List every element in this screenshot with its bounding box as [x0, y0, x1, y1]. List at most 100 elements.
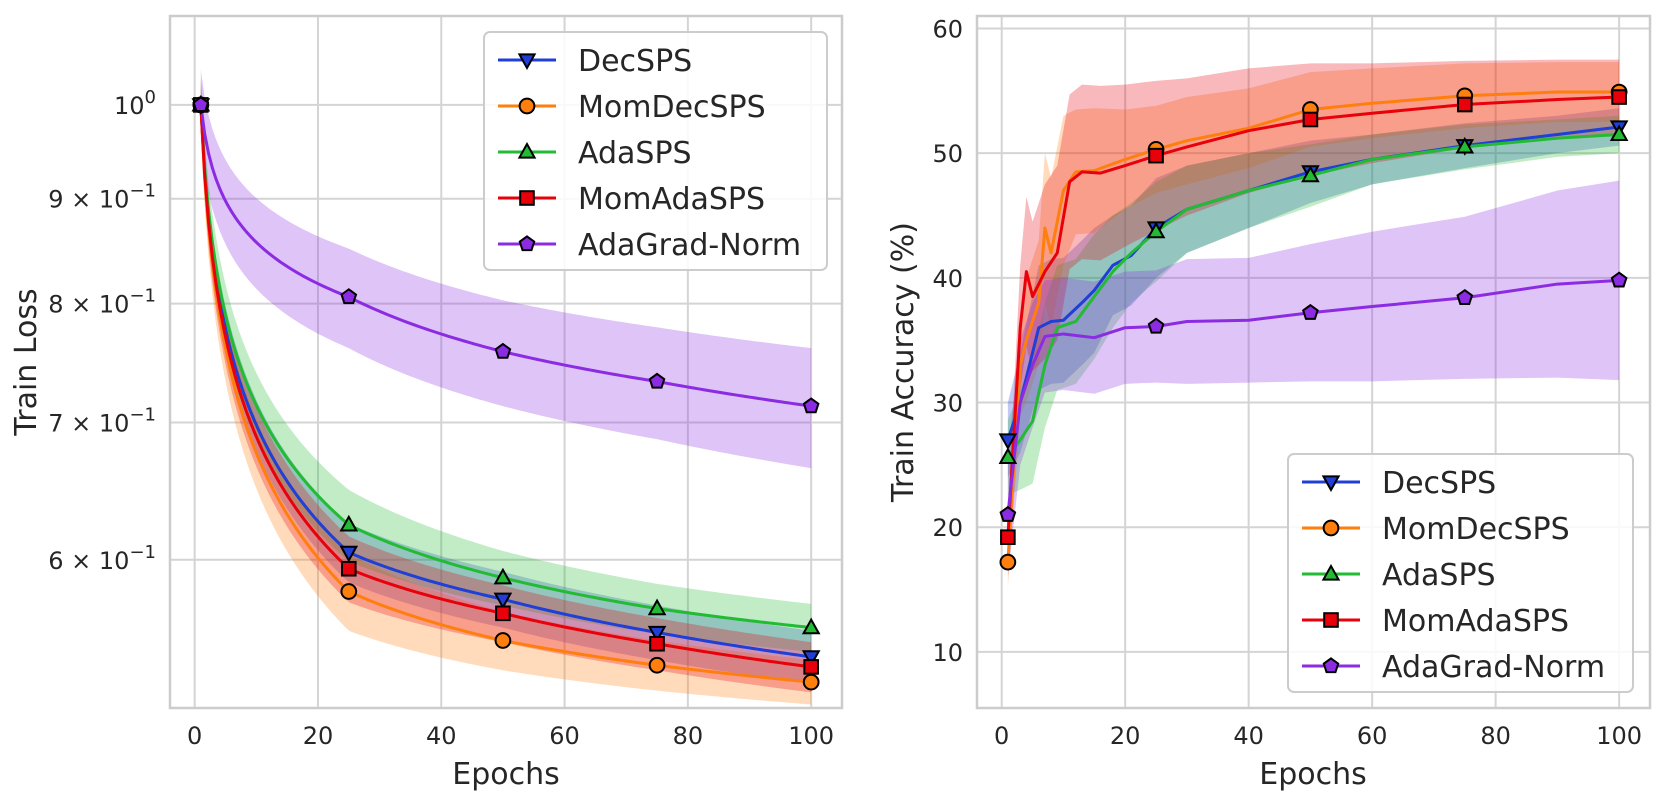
- right-legend-label-momdecsps: MomDecSPS: [1382, 512, 1570, 547]
- left-legend-label-momdecsps: MomDecSPS: [578, 90, 766, 125]
- right-x-tick-label: 20: [1110, 722, 1141, 750]
- right-x-tick-label: 80: [1480, 722, 1511, 750]
- left-marker-momadasps: [803, 659, 819, 675]
- right-confidence-bands: [1007, 59, 1620, 588]
- left-marker-adasps: [647, 598, 667, 616]
- left-marker-momadasps: [649, 635, 665, 652]
- left-x-tick-label: 40: [426, 722, 457, 750]
- right-legend-label-adagrad-norm: AdaGrad-Norm: [1382, 650, 1605, 685]
- left-x-tick-label: 20: [303, 722, 334, 750]
- left-band-momadasps: [200, 82, 812, 693]
- left-legend-marker-decsps: [517, 53, 537, 71]
- right-marker-adagrad-norm: [1610, 271, 1628, 288]
- right-marker-adasps: [1609, 124, 1629, 142]
- right-marker-adasps: [1455, 136, 1475, 154]
- left-legend-label-adagrad-norm: AdaGrad-Norm: [578, 228, 801, 263]
- left-legend-marker-adasps: [517, 141, 537, 159]
- right-legend-label-decsps: DecSPS: [1382, 466, 1496, 501]
- right-line-momadasps: [1006, 95, 1620, 538]
- right-band-momadasps: [1007, 59, 1620, 563]
- right-y-tick-label: 40: [932, 265, 963, 293]
- left-marker-decsps: [801, 650, 821, 667]
- left-y-tick-labels: 100 9 × 10−1 8 × 10−1 7 × 10−1 6 × 10−1: [48, 87, 156, 575]
- left-x-tick-label: 80: [673, 722, 704, 750]
- left-legend-label-momadasps: MomAdaSPS: [578, 182, 765, 217]
- right-marker-adagrad-norm: [1147, 317, 1165, 334]
- right-marker-adagrad-norm: [1456, 288, 1474, 305]
- left-y-tick-label: 9 × 10−1: [48, 181, 156, 214]
- left-marker-decsps: [339, 545, 359, 563]
- right-x-tick-label: 60: [1357, 722, 1388, 750]
- right-x-axis-label: Epochs: [1259, 757, 1367, 792]
- left-x-tick-label: 60: [549, 722, 580, 750]
- right-marker-momadasps: [1456, 96, 1473, 113]
- left-marker-momadasps: [340, 560, 357, 577]
- left-y-tick-label: 100: [114, 87, 156, 120]
- left-marker-decsps: [647, 625, 667, 643]
- left-band-adasps: [200, 78, 812, 652]
- right-marker-momdecsps: [999, 553, 1017, 571]
- right-y-axis-label: Train Accuracy (%): [886, 222, 921, 503]
- right-y-tick-label: 10: [932, 639, 963, 667]
- left-marker-momadasps: [495, 605, 511, 622]
- right-plot-frame: [975, 14, 1652, 710]
- right-marker-adasps: [1146, 221, 1166, 239]
- right-series-markers: [998, 83, 1629, 571]
- right-marker-momadasps: [1302, 111, 1319, 128]
- right-y-tick-label: 20: [932, 514, 963, 542]
- right-marker-adagrad-norm: [1302, 303, 1319, 320]
- left-y-tick-label: 8 × 10−1: [48, 286, 156, 319]
- right-y-tick-label: 60: [932, 15, 963, 43]
- right-legend-label-momadasps: MomAdaSPS: [1382, 604, 1569, 639]
- left-marker-adasps: [339, 514, 359, 532]
- right-legend-marker-adasps: [1321, 563, 1341, 581]
- right-band-adasps: [1007, 115, 1620, 495]
- left-x-tick-label: 100: [788, 722, 834, 750]
- left-plot-frame: [168, 14, 844, 710]
- left-legend: DecSPS MomDecSPS AdaSPS MomAdaSPS AdaGrad-No…: [483, 31, 828, 271]
- right-line-momdecsps: [1006, 90, 1620, 563]
- left-marker-momdecsps: [802, 673, 820, 691]
- right-y-tick-labels: 10 20 30 40 50 60: [932, 15, 963, 666]
- left-y-tick-label: 6 × 10−1: [48, 542, 156, 575]
- left-x-axis-label: Epochs: [452, 757, 560, 792]
- left-marker-momdecsps: [340, 583, 358, 600]
- right-marker-decsps: [998, 433, 1018, 450]
- right-x-tick-label: 40: [1233, 722, 1264, 750]
- left-legend-marker-momadasps: [519, 190, 535, 206]
- left-x-tick-label: 0: [187, 722, 202, 750]
- right-legend: DecSPS MomDecSPS AdaSPS MomAdaSPS AdaGrad-No…: [1287, 453, 1634, 693]
- right-marker-momadasps: [1148, 147, 1164, 164]
- right-marker-momadasps: [1000, 529, 1016, 545]
- left-legend-marker-momdecsps: [518, 97, 536, 115]
- left-marker-adagrad-norm: [192, 96, 210, 113]
- left-marker-adagrad-norm: [802, 397, 820, 414]
- left-legend-box: [483, 31, 828, 271]
- right-legend-marker-adagrad-norm: [1322, 657, 1340, 674]
- left-y-tick-label: 7 × 10−1: [48, 405, 156, 438]
- left-marker-adasps: [493, 567, 513, 585]
- left-band-adagrad-norm: [200, 69, 812, 469]
- right-marker-adagrad-norm: [999, 505, 1017, 522]
- left-marker-adagrad-norm: [494, 342, 512, 359]
- right-y-tick-label: 30: [932, 390, 963, 418]
- right-marker-adasps: [1301, 165, 1320, 183]
- right-marker-momadasps: [1611, 89, 1627, 105]
- left-marker-adagrad-norm: [340, 288, 358, 305]
- right-line-adasps: [1006, 132, 1620, 459]
- right-legend-label-adasps: AdaSPS: [1382, 558, 1496, 593]
- left-series-markers: [191, 94, 821, 691]
- right-x-tick-label: 100: [1596, 722, 1642, 750]
- right-band-decsps: [1007, 108, 1620, 478]
- right-legend-marker-decsps: [1321, 475, 1341, 493]
- left-legend-label-decsps: DecSPS: [578, 44, 692, 79]
- left-chart-panel: 0 20 40 60 80 100 100 9 × 10−1 8 × 10−1 7 × 10−1…: [9, 14, 844, 792]
- right-band-adagrad-norm: [1007, 180, 1620, 578]
- left-legend-marker-adagrad-norm: [518, 235, 536, 252]
- left-marker-adasps: [801, 617, 821, 635]
- right-y-tick-label: 50: [932, 140, 963, 168]
- right-band-momdecsps: [1007, 62, 1620, 588]
- right-marker-adasps: [998, 447, 1018, 464]
- left-marker-momdecsps: [648, 656, 666, 674]
